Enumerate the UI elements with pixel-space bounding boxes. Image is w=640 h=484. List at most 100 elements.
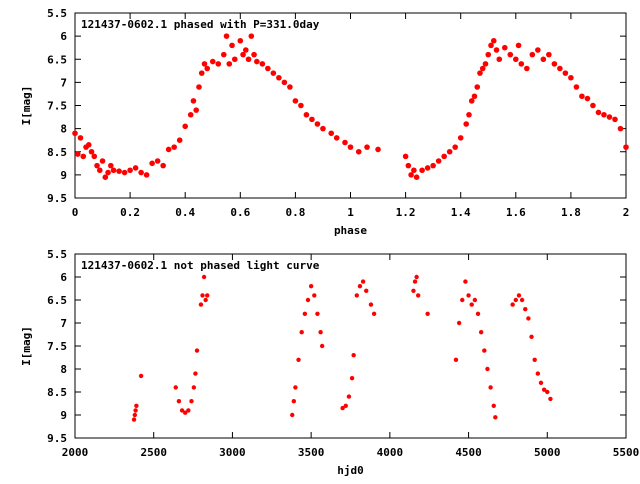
data-point	[281, 79, 288, 86]
data-point	[456, 320, 462, 326]
data-point	[270, 70, 277, 76]
data-point	[72, 130, 78, 137]
y-tick-label: 7.5	[47, 340, 67, 353]
data-point	[105, 169, 111, 176]
data-point	[424, 165, 431, 171]
x-tick-label: 2000	[62, 446, 89, 459]
data-point	[320, 125, 326, 132]
data-point	[371, 311, 377, 316]
data-point	[203, 297, 208, 303]
data-point	[333, 135, 340, 141]
data-point	[108, 162, 114, 169]
data-point	[430, 162, 436, 169]
data-point	[408, 172, 414, 178]
data-point	[415, 293, 421, 298]
data-point	[482, 61, 489, 67]
data-point	[176, 137, 183, 143]
data-point	[347, 144, 354, 150]
data-point	[77, 135, 84, 141]
data-point	[182, 123, 188, 130]
data-point	[134, 403, 139, 408]
data-point	[143, 172, 150, 178]
data-point	[471, 93, 478, 100]
data-point	[412, 279, 418, 284]
data-point	[131, 417, 137, 422]
data-point	[435, 158, 442, 164]
data-point	[138, 169, 144, 176]
x-axis-label-bottom: hjd0	[337, 464, 364, 477]
y-axis-label-top: I[mag]	[20, 86, 33, 126]
data-point	[457, 135, 464, 141]
data-point	[425, 311, 430, 316]
data-point	[302, 311, 308, 316]
data-point	[496, 56, 503, 63]
data-point	[231, 56, 238, 63]
data-point	[312, 293, 317, 298]
data-point	[617, 125, 624, 132]
data-point	[198, 70, 205, 76]
data-point	[529, 334, 534, 339]
data-point	[299, 330, 304, 335]
data-point	[529, 51, 536, 58]
data-point	[579, 93, 585, 100]
data-point	[414, 274, 419, 280]
data-point	[515, 42, 522, 49]
data-point	[568, 74, 574, 81]
data-point	[573, 84, 580, 90]
data-point	[513, 297, 518, 303]
y-tick-label: 8	[60, 123, 67, 136]
data-point	[298, 102, 304, 109]
data-point	[287, 84, 293, 90]
x-tick-label: 0.2	[120, 206, 140, 219]
data-point	[171, 144, 177, 150]
data-point	[179, 408, 185, 413]
data-point	[248, 33, 255, 39]
data-point	[468, 98, 475, 104]
x-tick-label: 0.6	[230, 206, 250, 219]
data-point	[116, 168, 122, 174]
data-point	[110, 167, 117, 174]
data-point	[94, 162, 100, 169]
x-tick-label: 1.6	[506, 206, 526, 219]
data-point	[493, 415, 498, 420]
data-point	[245, 56, 252, 63]
data-point	[237, 37, 244, 44]
data-point	[187, 111, 194, 118]
data-point	[360, 279, 366, 284]
x-tick-label: 1.2	[396, 206, 416, 219]
x-tick-label: 4000	[377, 446, 404, 459]
x-tick-label: 3000	[219, 446, 246, 459]
data-point	[606, 114, 613, 120]
y-tick-label: 6	[60, 30, 67, 43]
x-axis-label-top: phase	[334, 224, 367, 237]
data-point	[595, 109, 602, 116]
y-tick-label: 7	[60, 76, 67, 89]
data-point	[482, 348, 487, 353]
data-point	[513, 56, 519, 63]
data-point	[194, 348, 200, 353]
x-tick-label: 3500	[298, 446, 325, 459]
data-point	[173, 385, 178, 390]
data-point	[309, 116, 315, 123]
data-point	[293, 385, 298, 390]
y-tick-label: 9	[60, 409, 67, 422]
data-point	[240, 51, 246, 58]
data-point	[340, 405, 345, 411]
data-point	[562, 70, 569, 76]
data-point	[190, 98, 197, 104]
data-point	[80, 153, 87, 160]
data-point	[201, 61, 208, 67]
y-tick-label: 9.5	[47, 432, 67, 445]
data-point	[546, 51, 552, 58]
data-point	[209, 58, 216, 65]
data-point	[405, 162, 412, 169]
data-point	[463, 279, 468, 284]
data-point	[154, 158, 161, 164]
data-point	[196, 84, 202, 90]
data-point	[375, 146, 381, 153]
data-point	[99, 158, 106, 164]
data-point	[193, 371, 198, 376]
data-point	[535, 47, 541, 53]
data-point	[535, 371, 541, 376]
data-point	[349, 376, 355, 381]
